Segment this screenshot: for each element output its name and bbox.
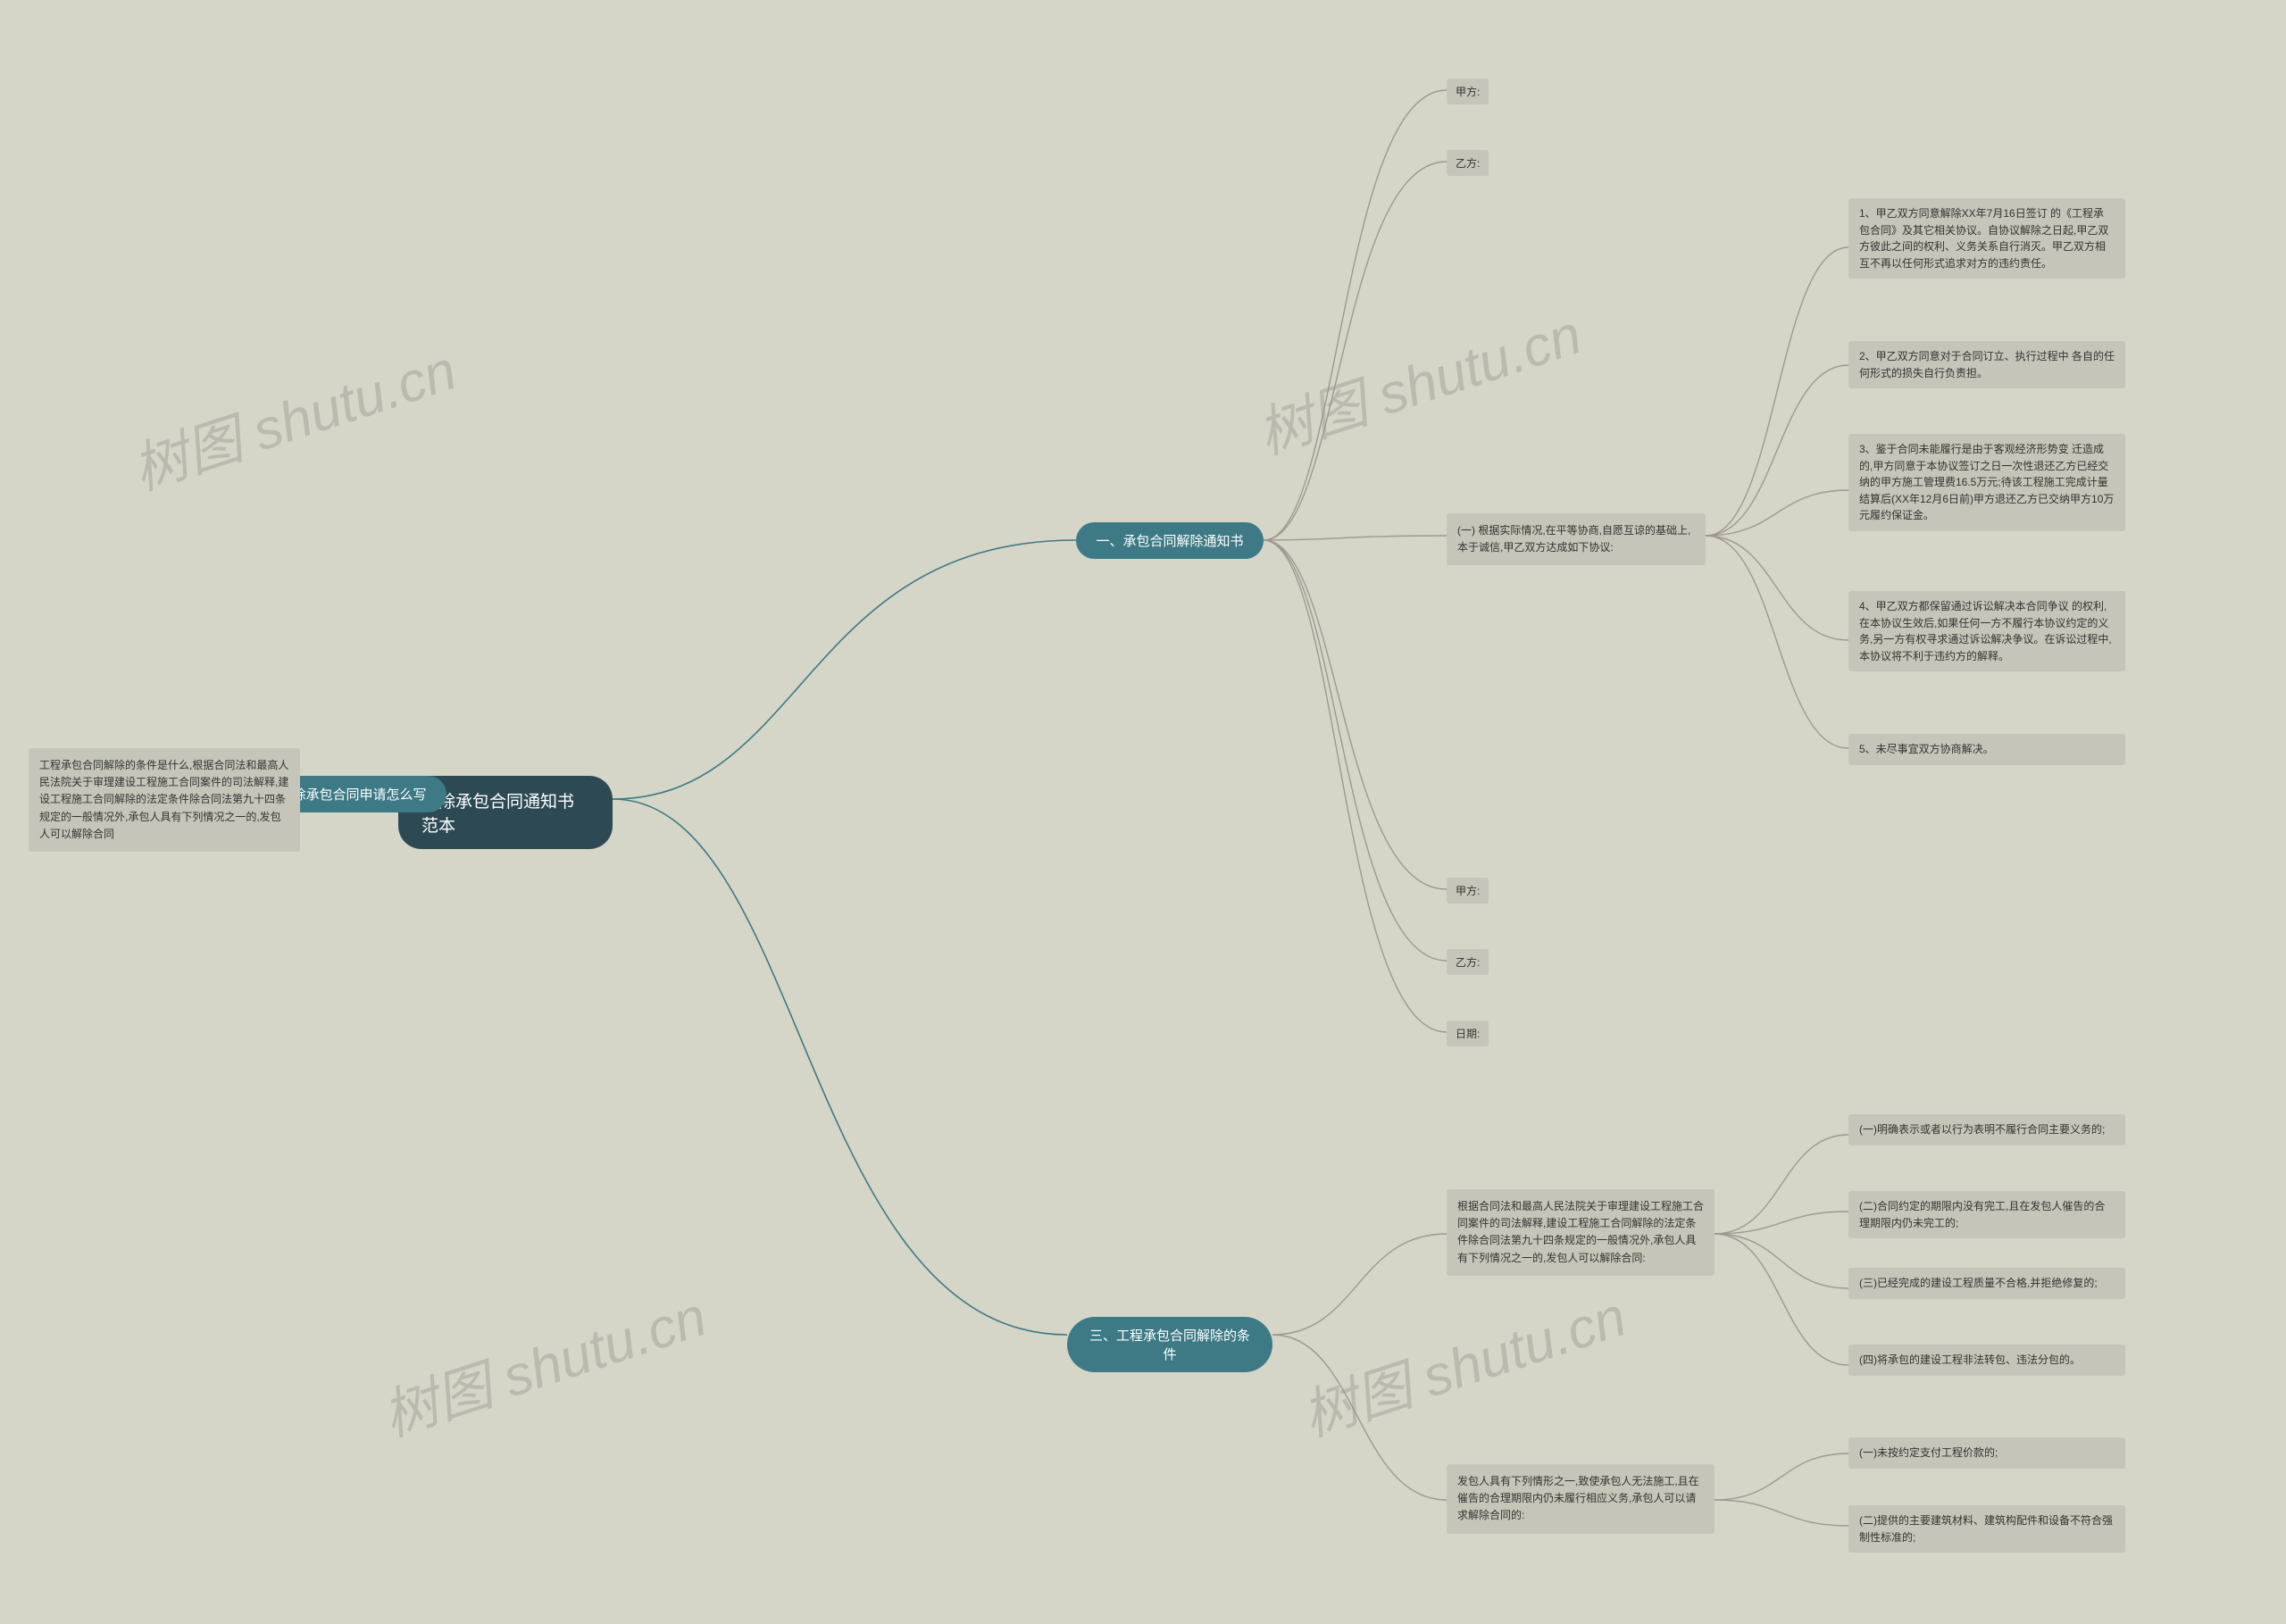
one-jiafang2: 甲方: <box>1447 878 1489 904</box>
three-sub1-item-4: (四)将承包的建设工程非法转包、违法分包的。 <box>1848 1345 2125 1376</box>
one-riqi: 日期: <box>1447 1020 1489 1046</box>
agreement-item-4: 4、甲乙双方都保留通过诉讼解决本合同争议 的权利,在本协议生效后,如果任何一方不… <box>1848 591 2125 671</box>
three-sub1-item-2: (二)合同约定的期限内没有完工,且在发包人催告的合理期限内仍未完工的; <box>1848 1191 2125 1238</box>
three-sub1-item-3: (三)已经完成的建设工程质量不合格,并拒绝修复的; <box>1848 1268 2125 1299</box>
three-sub2-item-2: (二)提供的主要建筑材料、建筑构配件和设备不符合强制性标准的; <box>1848 1505 2125 1553</box>
branch-one: 一、承包合同解除通知书 <box>1076 522 1264 559</box>
watermark: 树图 shutu.cn <box>1246 289 1589 470</box>
one-yifang2: 乙方: <box>1447 949 1489 975</box>
watermark: 树图 shutu.cn <box>1290 1271 1634 1452</box>
agreement-item-3: 3、鉴于合同未能履行是由于客观经济形势变 迁造成的,甲方同意于本协议签订之日一次… <box>1848 434 2125 531</box>
one-yifang1: 乙方: <box>1447 150 1489 176</box>
agreement-item-1: 1、甲乙双方同意解除XX年7月16日签订 的《工程承包合同》及其它相关协议。自协… <box>1848 198 2125 279</box>
watermark: 树图 shutu.cn <box>121 325 464 505</box>
watermark: 树图 shutu.cn <box>371 1271 714 1452</box>
agreement-item-5: 5、未尽事宜双方协商解决。 <box>1848 734 2125 765</box>
one-intro: (一) 根据实际情况,在平等协商,自愿互谅的基础上,本于诚信,甲乙双方达成如下协… <box>1447 513 1706 565</box>
three-sub1-item-1: (一)明确表示或者以行为表明不履行合同主要义务的; <box>1848 1114 2125 1145</box>
three-sub1-body: 根据合同法和最高人民法院关于审理建设工程施工合同案件的司法解释,建设工程施工合同… <box>1447 1189 1714 1276</box>
branch-three: 三、工程承包合同解除的条件 <box>1067 1317 1272 1372</box>
three-sub2-body: 发包人具有下列情形之一,致使承包人无法施工,且在催告的合理期限内仍未履行相应义务… <box>1447 1464 1714 1534</box>
one-jiafang1: 甲方: <box>1447 79 1489 104</box>
three-sub2-item-1: (一)未按约定支付工程价款的; <box>1848 1437 2125 1469</box>
agreement-item-2: 2、甲乙双方同意对于合同订立、执行过程中 各自的任何形式的损失自行负责担。 <box>1848 341 2125 388</box>
branch-two-body: 工程承包合同解除的条件是什么,根据合同法和最高人民法院关于审理建设工程施工合同案… <box>29 748 300 852</box>
